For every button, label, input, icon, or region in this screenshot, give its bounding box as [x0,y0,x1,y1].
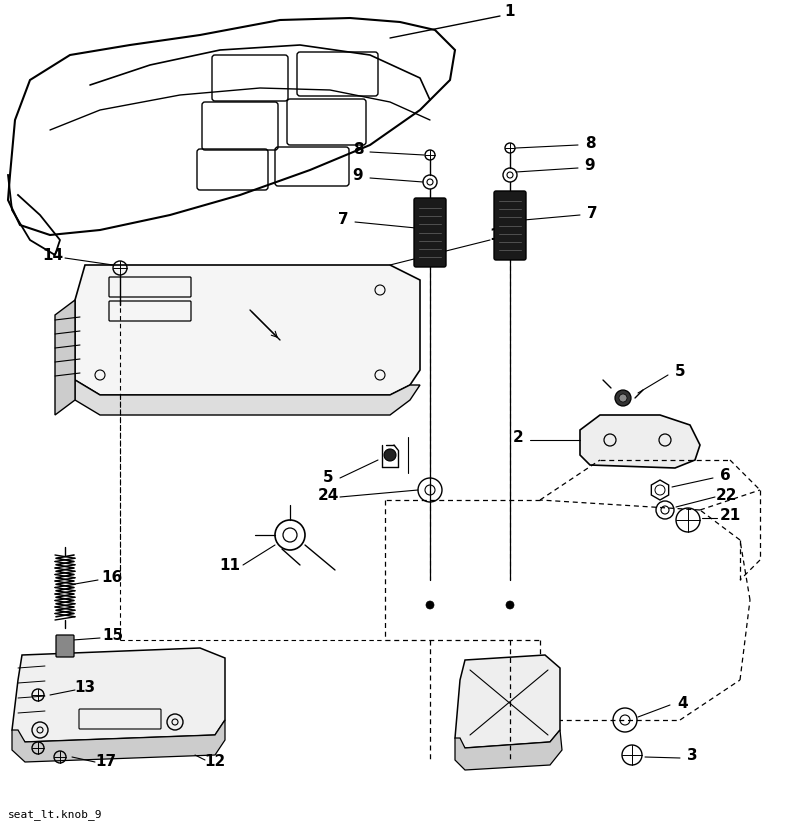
Polygon shape [455,655,560,748]
FancyBboxPatch shape [414,198,446,267]
Polygon shape [580,415,700,468]
Circle shape [506,601,514,609]
Text: 21: 21 [720,509,741,524]
Text: 22: 22 [716,488,738,503]
Polygon shape [55,300,75,415]
Text: 24: 24 [317,488,338,503]
Text: 5: 5 [675,365,686,379]
Text: 9: 9 [353,169,363,184]
Text: 7: 7 [587,205,597,220]
Text: 13: 13 [74,681,95,696]
Text: 17: 17 [95,755,117,770]
Text: 7: 7 [338,212,348,227]
Polygon shape [12,720,225,762]
Circle shape [619,394,627,402]
Polygon shape [75,380,420,415]
Text: 5: 5 [323,470,333,485]
Text: 8: 8 [353,143,363,158]
Circle shape [384,449,396,461]
Polygon shape [75,265,420,395]
Text: seat_lt.knob_9: seat_lt.knob_9 [8,809,103,820]
FancyBboxPatch shape [56,635,74,657]
Text: 8: 8 [585,135,596,150]
Text: 4: 4 [678,696,688,711]
Polygon shape [455,730,562,770]
Text: 12: 12 [204,755,226,770]
Text: 10: 10 [489,227,510,242]
Text: 3: 3 [686,748,697,763]
Circle shape [426,601,434,609]
Text: 11: 11 [219,558,241,573]
FancyBboxPatch shape [494,191,526,260]
Text: 2: 2 [513,431,523,446]
Text: 6: 6 [720,468,731,483]
Polygon shape [12,648,225,742]
Text: 15: 15 [103,629,124,644]
Text: 16: 16 [101,570,122,585]
Text: 1: 1 [505,4,515,19]
Text: 14: 14 [43,249,64,264]
Text: 9: 9 [585,159,596,174]
Circle shape [615,390,631,406]
